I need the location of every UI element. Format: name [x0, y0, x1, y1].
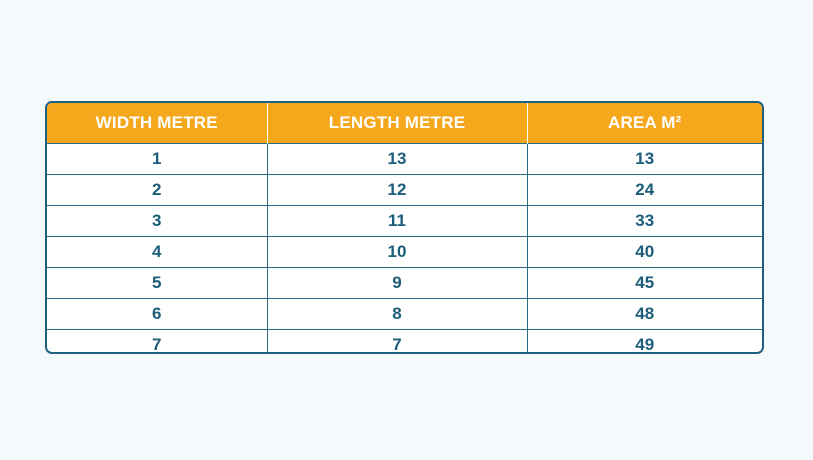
cell-width: 7	[47, 329, 268, 352]
cell-width: 6	[47, 298, 268, 330]
table-row: 7 7 49	[47, 329, 762, 352]
header-width-metre: WIDTH METRE	[47, 103, 268, 144]
table-row: 3 11 33	[47, 205, 762, 237]
cell-length: 7	[267, 329, 528, 352]
header-row: WIDTH METRE LENGTH METRE AREA M²	[47, 103, 762, 144]
cell-length: 8	[267, 298, 528, 330]
table-row: 4 10 40	[47, 236, 762, 268]
cell-length: 9	[267, 267, 528, 299]
area-table: WIDTH METRE LENGTH METRE AREA M² 1 13 13…	[47, 103, 762, 352]
table-row: 1 13 13	[47, 143, 762, 175]
cell-area: 49	[527, 329, 762, 352]
cell-area: 33	[527, 205, 762, 237]
table-header: WIDTH METRE LENGTH METRE AREA M²	[47, 103, 762, 144]
cell-area: 48	[527, 298, 762, 330]
header-length-metre: LENGTH METRE	[267, 103, 528, 144]
table-body: 1 13 13 2 12 24 3 11 33 4 10 40 5 9	[47, 143, 762, 352]
data-table-container: WIDTH METRE LENGTH METRE AREA M² 1 13 13…	[45, 101, 764, 354]
cell-length: 12	[267, 174, 528, 206]
cell-width: 5	[47, 267, 268, 299]
cell-area: 40	[527, 236, 762, 268]
table-row: 5 9 45	[47, 267, 762, 299]
cell-length: 10	[267, 236, 528, 268]
table-row: 6 8 48	[47, 298, 762, 330]
cell-area: 13	[527, 143, 762, 175]
cell-area: 24	[527, 174, 762, 206]
header-area: AREA M²	[527, 103, 762, 144]
cell-length: 13	[267, 143, 528, 175]
cell-width: 4	[47, 236, 268, 268]
cell-width: 3	[47, 205, 268, 237]
cell-area: 45	[527, 267, 762, 299]
cell-length: 11	[267, 205, 528, 237]
cell-width: 2	[47, 174, 268, 206]
cell-width: 1	[47, 143, 268, 175]
table-row: 2 12 24	[47, 174, 762, 206]
